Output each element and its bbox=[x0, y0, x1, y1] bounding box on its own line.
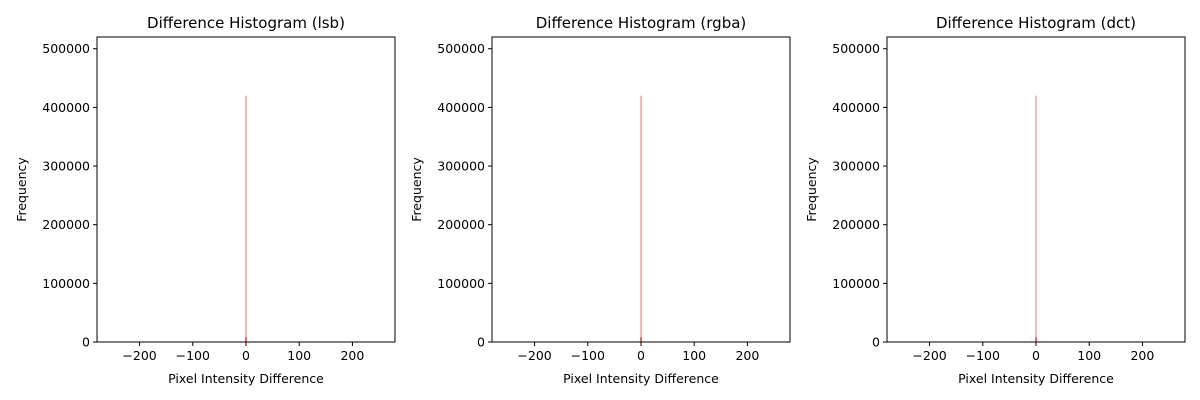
histogram-bar bbox=[641, 337, 643, 342]
y-axis-label: Frequency bbox=[804, 157, 819, 222]
y-tick-label: 500000 bbox=[437, 41, 485, 56]
x-tick-label: 0 bbox=[637, 348, 645, 363]
histogram-bar bbox=[246, 337, 248, 342]
x-tick-label: 100 bbox=[682, 348, 706, 363]
histogram-bar bbox=[639, 337, 641, 342]
y-tick-label: 0 bbox=[477, 335, 485, 350]
x-tick-label: 100 bbox=[287, 348, 311, 363]
y-tick-label: 300000 bbox=[42, 159, 90, 174]
histogram-bar bbox=[1034, 337, 1036, 342]
x-axis-label: Pixel Intensity Difference bbox=[563, 371, 719, 386]
y-axis-label: Frequency bbox=[409, 157, 424, 222]
chart-panel-3: −200 −100 0 100 200 0 100000 200000 300000 400000… bbox=[804, 14, 1186, 386]
x-tick-label: −200 bbox=[912, 348, 946, 363]
x-tick-label: −100 bbox=[966, 348, 1000, 363]
chart-title: Difference Histogram (lsb) bbox=[147, 14, 345, 32]
chart-title: Difference Histogram (dct) bbox=[936, 14, 1136, 32]
x-tick-label: 100 bbox=[1077, 348, 1101, 363]
y-tick-label: 100000 bbox=[42, 276, 90, 291]
y-tick-label: 500000 bbox=[832, 41, 880, 56]
y-tick-label: 200000 bbox=[437, 217, 485, 232]
x-tick-label: 0 bbox=[1032, 348, 1040, 363]
y-tick-label: 100000 bbox=[832, 276, 880, 291]
histogram-bar bbox=[1035, 95, 1037, 343]
y-tick-label: 400000 bbox=[832, 100, 880, 115]
chart-title: Difference Histogram (rgba) bbox=[536, 14, 747, 32]
y-tick-label: 0 bbox=[872, 335, 880, 350]
histogram-bar bbox=[244, 337, 246, 342]
chart-panel-2: −200 −100 0 100 200 0 100000 200000 300000 400000… bbox=[409, 14, 791, 386]
x-tick-label: −100 bbox=[176, 348, 210, 363]
histogram-bar bbox=[245, 95, 247, 343]
x-tick-label: 200 bbox=[1130, 348, 1154, 363]
y-tick-label: 400000 bbox=[437, 100, 485, 115]
x-tick-label: −200 bbox=[517, 348, 551, 363]
x-axis-label: Pixel Intensity Difference bbox=[958, 371, 1114, 386]
y-axis-label: Frequency bbox=[14, 157, 29, 222]
y-tick-label: 200000 bbox=[42, 217, 90, 232]
x-tick-label: −100 bbox=[571, 348, 605, 363]
x-tick-label: −200 bbox=[122, 348, 156, 363]
y-tick-label: 100000 bbox=[437, 276, 485, 291]
y-tick-label: 0 bbox=[82, 335, 90, 350]
chart-panel-1: −200 −100 0 100 200 0 100000 200000 300000 400000… bbox=[14, 14, 396, 386]
y-tick-label: 300000 bbox=[437, 159, 485, 174]
x-axis-label: Pixel Intensity Difference bbox=[168, 371, 324, 386]
y-tick-label: 400000 bbox=[42, 100, 90, 115]
x-tick-label: 200 bbox=[340, 348, 364, 363]
y-tick-label: 200000 bbox=[832, 217, 880, 232]
y-tick-label: 500000 bbox=[42, 41, 90, 56]
y-tick-label: 300000 bbox=[832, 159, 880, 174]
x-tick-label: 0 bbox=[242, 348, 250, 363]
x-tick-label: 200 bbox=[735, 348, 759, 363]
histogram-bar bbox=[640, 95, 642, 343]
histogram-bar bbox=[1036, 337, 1038, 342]
